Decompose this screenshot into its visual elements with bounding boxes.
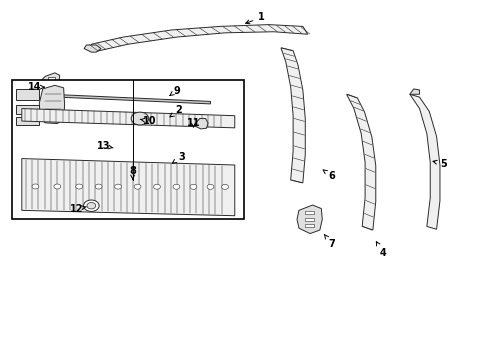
Text: 10: 10	[140, 116, 156, 126]
Text: 6: 6	[323, 170, 335, 181]
Text: 14: 14	[28, 82, 44, 92]
Polygon shape	[91, 24, 307, 51]
Polygon shape	[84, 45, 101, 52]
Bar	[16, 117, 39, 125]
Polygon shape	[106, 109, 239, 122]
Polygon shape	[409, 94, 439, 229]
Text: 1: 1	[245, 13, 264, 24]
Polygon shape	[281, 48, 305, 183]
Text: 11: 11	[186, 118, 200, 128]
Polygon shape	[409, 89, 419, 94]
Circle shape	[76, 184, 82, 189]
Circle shape	[173, 184, 180, 189]
Bar	[305, 224, 313, 227]
Polygon shape	[346, 94, 375, 230]
Bar	[48, 77, 55, 82]
Text: 4: 4	[376, 242, 386, 258]
Polygon shape	[164, 141, 176, 154]
Bar	[16, 89, 39, 100]
Polygon shape	[50, 94, 210, 104]
Text: 9: 9	[169, 86, 180, 96]
Polygon shape	[41, 73, 60, 89]
Circle shape	[153, 184, 160, 189]
FancyBboxPatch shape	[12, 80, 244, 219]
Text: 12: 12	[70, 203, 86, 213]
Circle shape	[221, 184, 228, 189]
Circle shape	[131, 112, 148, 125]
Polygon shape	[196, 118, 207, 129]
Circle shape	[134, 184, 141, 189]
Bar	[305, 218, 313, 221]
Bar	[305, 211, 313, 214]
Circle shape	[206, 184, 213, 189]
Text: 7: 7	[324, 234, 335, 249]
Polygon shape	[77, 135, 242, 155]
Bar	[16, 105, 39, 114]
Text: 5: 5	[432, 159, 447, 169]
Circle shape	[54, 184, 61, 189]
Circle shape	[95, 184, 102, 189]
Circle shape	[190, 184, 197, 189]
Text: 2: 2	[170, 105, 182, 117]
Polygon shape	[39, 85, 64, 123]
Circle shape	[32, 184, 39, 189]
Circle shape	[83, 200, 99, 211]
Circle shape	[115, 184, 121, 189]
Polygon shape	[22, 158, 234, 216]
Text: 3: 3	[172, 152, 184, 163]
Polygon shape	[296, 205, 322, 234]
Circle shape	[87, 203, 96, 209]
Polygon shape	[154, 136, 183, 156]
Polygon shape	[22, 109, 234, 128]
Text: 8: 8	[129, 166, 136, 179]
Text: 13: 13	[97, 141, 113, 151]
